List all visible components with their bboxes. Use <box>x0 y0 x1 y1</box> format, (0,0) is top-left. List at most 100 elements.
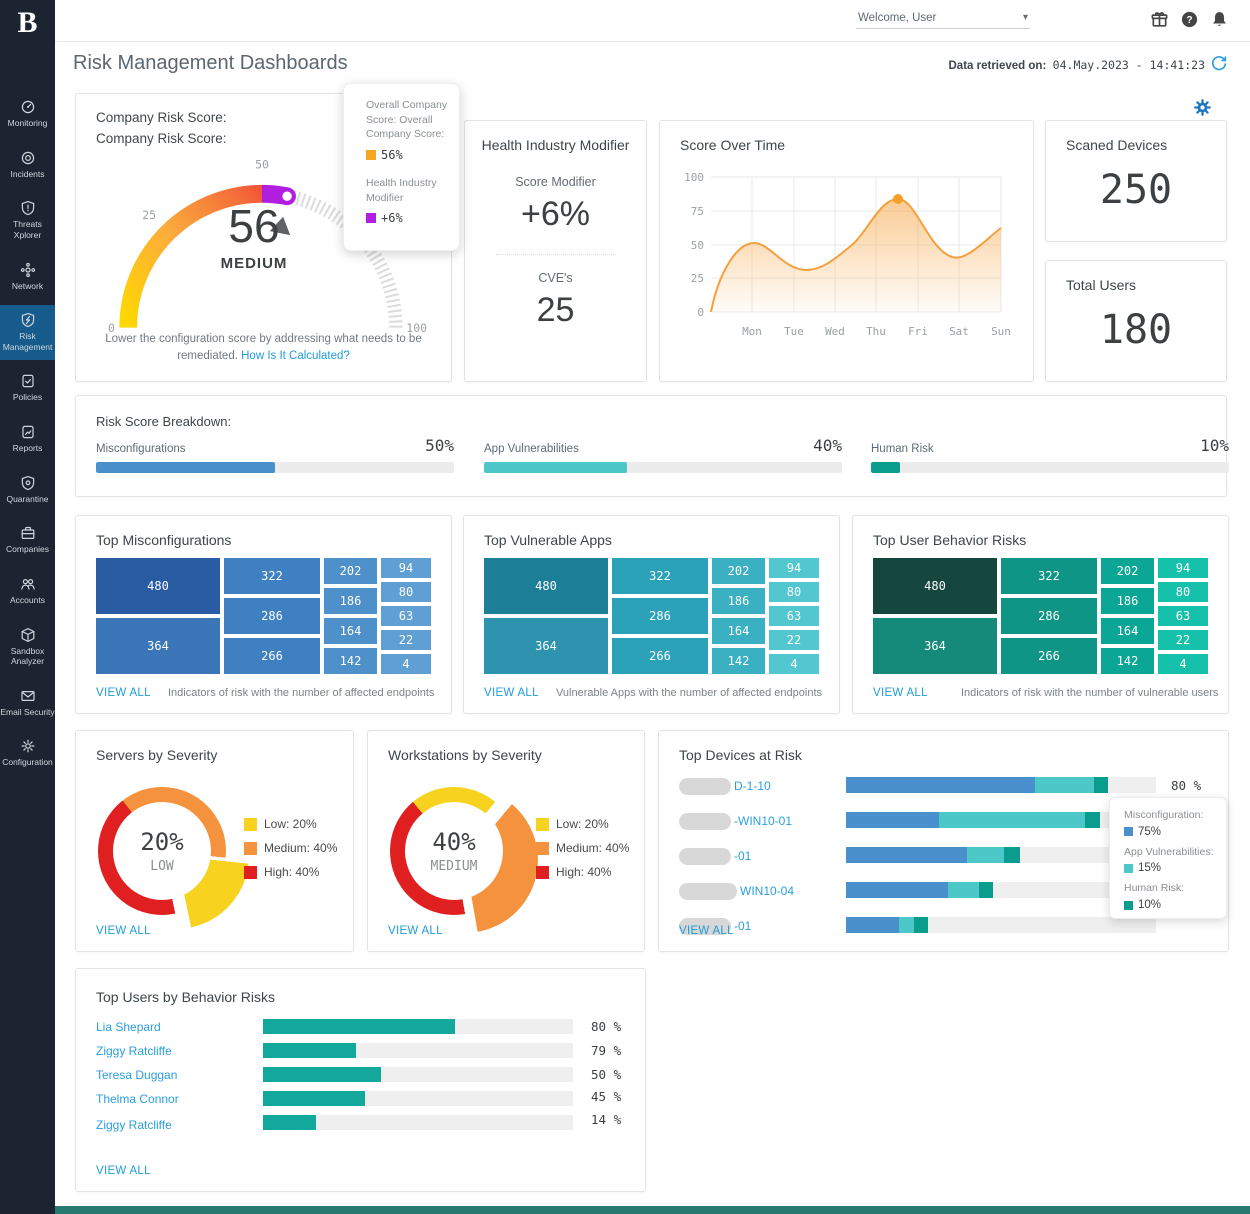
help-icon[interactable]: ? <box>1180 10 1200 30</box>
sidebar-item-network[interactable]: Network <box>0 255 55 300</box>
treemap-cell[interactable]: 142 <box>1101 648 1154 674</box>
view-all-link[interactable]: VIEW ALL <box>388 925 443 937</box>
treemap-cell[interactable]: 142 <box>712 648 765 674</box>
treemap-cell[interactable]: 186 <box>712 588 765 614</box>
treemap-cell[interactable]: 186 <box>1101 588 1154 614</box>
user-menu-dropdown[interactable]: Welcome, User ▾ <box>856 8 1030 29</box>
treemap-cell[interactable]: 480 <box>873 558 997 614</box>
redacted-pill <box>679 847 731 865</box>
legend-low: Low: 20% <box>536 817 629 831</box>
sidebar-item-monitoring[interactable]: Monitoring <box>0 92 55 137</box>
treemap-cell[interactable]: 63 <box>769 606 819 626</box>
treemap-cell[interactable]: 286 <box>1001 598 1097 634</box>
gauge-tick-25: 25 <box>142 208 156 222</box>
treemap-cell[interactable]: 266 <box>224 638 320 674</box>
treemap-cell[interactable]: 142 <box>324 648 377 674</box>
treemap-cell[interactable]: 202 <box>324 558 377 584</box>
treemap-cell[interactable]: 94 <box>1158 558 1208 578</box>
treemap-cell[interactable]: 22 <box>1158 630 1208 650</box>
treemap-cell[interactable]: 364 <box>96 618 220 674</box>
app-vulnerabilities-segment <box>898 917 915 933</box>
sidebar-item-threats-xplorer[interactable]: Threats Xplorer <box>0 193 55 248</box>
treemap-cell[interactable]: 94 <box>381 558 431 578</box>
risk-score-level: MEDIUM <box>220 255 288 272</box>
treemap-cell[interactable]: 480 <box>484 558 608 614</box>
sidebar-item-label: Policies <box>12 392 43 403</box>
treemap-cell[interactable]: 364 <box>484 618 608 674</box>
device-name-link[interactable]: -WIN10-01 <box>734 814 793 828</box>
value-text: 10% <box>1138 899 1162 912</box>
settings-gear-icon[interactable] <box>1194 99 1211 116</box>
treemap-cell[interactable]: 322 <box>612 558 708 594</box>
progress-track <box>96 462 454 473</box>
gift-icon[interactable] <box>1150 10 1170 30</box>
sidebar-item-sandbox-analyzer[interactable]: Sandbox Analyzer <box>0 620 55 675</box>
treemap-cell[interactable]: 80 <box>381 582 431 602</box>
treemap-cell[interactable]: 266 <box>612 638 708 674</box>
treemap-cell[interactable]: 322 <box>1001 558 1097 594</box>
view-all-link[interactable]: VIEW ALL <box>96 687 151 699</box>
user-row: Thelma Connor <box>96 1091 179 1107</box>
treemap-cell[interactable]: 286 <box>612 598 708 634</box>
sidebar-item-quarantine[interactable]: Quarantine <box>0 468 55 513</box>
sidebar-item-incidents[interactable]: Incidents <box>0 143 55 188</box>
user-name-link[interactable]: Thelma Connor <box>96 1092 179 1106</box>
misconfiguration-segment <box>846 882 949 898</box>
sidebar-item-companies[interactable]: Companies <box>0 518 55 563</box>
tooltip-overall-score-value: 56% <box>366 148 459 162</box>
sidebar-item-configuration[interactable]: Configuration <box>0 731 55 776</box>
treemap-cell[interactable]: 202 <box>1101 558 1154 584</box>
user-name-link[interactable]: Lia Shepard <box>96 1020 161 1034</box>
x-tick: Mon <box>742 325 762 338</box>
view-all-link[interactable]: VIEW ALL <box>484 687 539 699</box>
sidebar-item-email-security[interactable]: Email Security <box>0 681 55 726</box>
x-tick: Tue <box>784 325 804 338</box>
treemap-cell[interactable]: 286 <box>224 598 320 634</box>
sidebar-item-risk-management[interactable]: Risk Management <box>0 305 55 361</box>
bell-icon[interactable] <box>1210 10 1230 30</box>
treemap-cell[interactable]: 164 <box>1101 618 1154 644</box>
user-name-link[interactable]: Ziggy Ratcliffe <box>96 1118 172 1132</box>
page-title: Risk Management Dashboards <box>73 52 348 74</box>
treemap-cell[interactable]: 63 <box>1158 606 1208 626</box>
how-is-it-calculated-link[interactable]: How Is It Calculated? <box>241 349 350 362</box>
treemap-cell[interactable]: 480 <box>96 558 220 614</box>
treemap-cell[interactable]: 4 <box>381 654 431 674</box>
treemap-cell[interactable]: 4 <box>769 654 819 674</box>
treemap-cell[interactable]: 322 <box>224 558 320 594</box>
view-all-link[interactable]: VIEW ALL <box>873 687 928 699</box>
treemap-cell[interactable]: 63 <box>381 606 431 626</box>
sidebar-nav: Monitoring Incidents Threats Xplorer Net… <box>0 92 55 776</box>
device-name-link[interactable]: -01 <box>734 849 752 863</box>
device-name-link[interactable]: D-1-10 <box>734 779 771 793</box>
treemap-title: Top User Behavior Risks <box>873 532 1027 548</box>
treemap-cell[interactable]: 164 <box>712 618 765 644</box>
score-over-time-card: Score Over Time 100 75 50 25 0 Mon Tue W… <box>659 120 1034 382</box>
treemap-cell[interactable]: 186 <box>324 588 377 614</box>
treemap-cell[interactable]: 266 <box>1001 638 1097 674</box>
treemap-cell[interactable]: 202 <box>712 558 765 584</box>
refresh-icon[interactable] <box>1210 55 1228 73</box>
device-name-link[interactable]: -01 <box>734 919 752 933</box>
sidebar-item-policies[interactable]: Policies <box>0 366 55 411</box>
treemap-cell[interactable]: 4 <box>1158 654 1208 674</box>
view-all-link[interactable]: VIEW ALL <box>96 925 151 937</box>
gauge-tick-100: 100 <box>406 321 427 335</box>
view-all-link[interactable]: VIEW ALL <box>96 1165 151 1177</box>
sidebar-item-accounts[interactable]: Accounts <box>0 569 55 614</box>
treemap-cell[interactable]: 22 <box>381 630 431 650</box>
treemap-cell[interactable]: 80 <box>769 582 819 602</box>
treemap-cell[interactable]: 364 <box>873 618 997 674</box>
device-name-link[interactable]: WIN10-04 <box>740 884 795 898</box>
network-icon <box>20 262 36 278</box>
treemap-cell[interactable]: 164 <box>324 618 377 644</box>
treemap-cell[interactable]: 94 <box>769 558 819 578</box>
view-all-link[interactable]: VIEW ALL <box>679 925 734 937</box>
user-name-link[interactable]: Teresa Duggan <box>96 1068 178 1082</box>
sidebar-item-reports[interactable]: Reports <box>0 417 55 462</box>
treemap-cell[interactable]: 22 <box>769 630 819 650</box>
green-swatch <box>1124 900 1133 910</box>
legend-high: High: 40% <box>244 865 337 879</box>
user-name-link[interactable]: Ziggy Ratcliffe <box>96 1044 172 1058</box>
treemap-cell[interactable]: 80 <box>1158 582 1208 602</box>
